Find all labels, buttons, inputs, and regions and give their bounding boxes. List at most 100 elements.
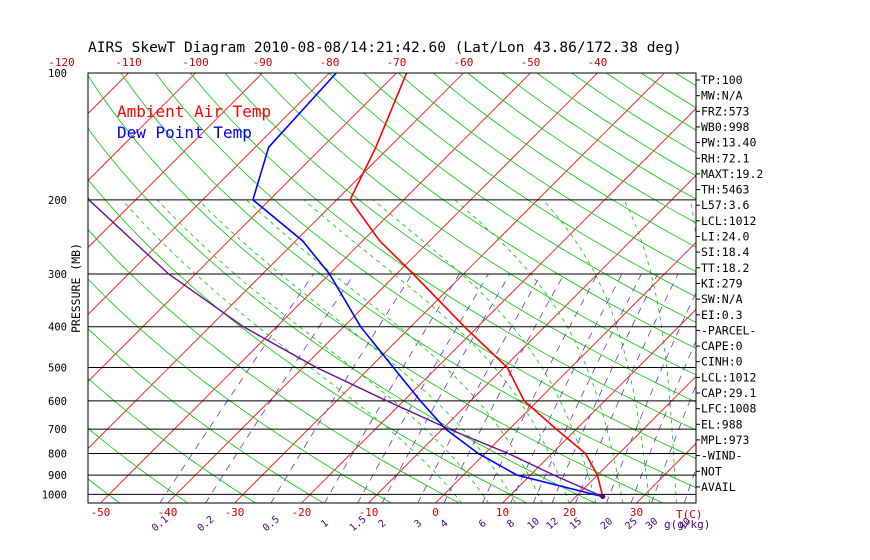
stats-line: NOT — [701, 464, 722, 478]
stats-line: RH:72.1 — [701, 151, 750, 165]
top-temp-tick-label: -60 — [454, 56, 474, 69]
mixing-ratio-line — [532, 273, 642, 503]
mixing-ratio-line — [443, 273, 565, 503]
dry-adiabat-line — [189, 73, 696, 431]
bottom-temp-tick-label: 30 — [630, 506, 643, 519]
stats-line: EL:988 — [701, 417, 743, 431]
mixing-ratio-label: 10 — [526, 516, 542, 532]
stats-line: MPL:973 — [701, 433, 750, 447]
dry-adiabat-line — [294, 73, 696, 349]
dry-adiabat-line — [432, 73, 696, 248]
isotherm-line — [0, 73, 62, 503]
isotherm-line — [88, 73, 129, 115]
mixing-ratio-line — [417, 273, 542, 503]
dry-adiabat-line — [88, 478, 121, 503]
stats-line: MW:N/A — [701, 89, 743, 103]
isotherm-line — [88, 73, 464, 450]
bottom-temp-tick-label: 10 — [496, 506, 509, 519]
stats-line: -WIND- — [701, 449, 743, 463]
isotherm-line — [167, 73, 598, 503]
moist-adiabat-line — [454, 199, 624, 503]
top-temp-tick-label: -70 — [387, 56, 407, 69]
dry-adiabat-line — [398, 73, 696, 273]
mixing-ratio-line — [510, 273, 623, 503]
moist-adiabat-line — [372, 199, 597, 503]
dew-point-temp-line — [251, 73, 603, 498]
bottom-temp-tick-label: -40 — [158, 506, 178, 519]
pressure-tick-label: 600 — [48, 396, 67, 408]
mixing-ratio-line — [324, 273, 460, 503]
ambient-air-temp-line — [349, 73, 604, 497]
dry-adiabat-line — [88, 127, 596, 503]
mixing-ratio-label: 30 — [644, 516, 660, 532]
stats-line: L57:3.6 — [701, 198, 750, 212]
legend-dew-point-temp: Dew Point Temp — [117, 123, 252, 142]
mixing-ratio-line — [357, 273, 489, 503]
isotherm-line — [838, 73, 870, 503]
moist-adiabat-line — [157, 199, 490, 503]
isotherm-line — [502, 308, 696, 503]
moist-adiabat-line — [542, 199, 650, 503]
mixing-ratio-line — [159, 273, 314, 503]
isotherm-line — [100, 73, 531, 503]
stats-line: PW:13.40 — [701, 136, 756, 150]
dry-adiabat-line — [88, 377, 257, 503]
stats-line: -PARCEL- — [701, 323, 756, 337]
dry-adiabat-line — [363, 73, 696, 298]
stats-line: WB0:998 — [701, 120, 750, 134]
dry-adiabat-line — [88, 278, 393, 503]
stats-line: SW:N/A — [701, 292, 743, 306]
dry-adiabat-line — [502, 73, 696, 200]
mixing-ratio-label: 8 — [505, 518, 517, 530]
isotherm-line — [88, 73, 330, 316]
isotherm-line — [368, 174, 696, 503]
top-temp-tick-label: -40 — [588, 56, 608, 69]
mixing-ratio-units-label: g(g/kg) — [664, 518, 710, 531]
stats-line: FRZ:573 — [701, 104, 750, 118]
parcel-line — [88, 196, 603, 498]
bottom-temp-tick-label: -50 — [91, 506, 111, 519]
isotherm-line — [88, 73, 263, 249]
isotherm-line — [301, 107, 696, 503]
bottom-temp-tick-label: -20 — [292, 506, 312, 519]
mixing-ratio-label: 12 — [544, 516, 560, 532]
stats-line: SI:18.4 — [701, 245, 750, 259]
temp-units-label: T(C) — [676, 508, 703, 521]
mixing-ratio-label: 2 — [377, 518, 389, 530]
moist-adiabat-line — [197, 199, 516, 503]
pressure-tick-label: 900 — [48, 470, 67, 482]
stats-line: LCL:1012 — [701, 370, 756, 384]
mixing-ratio-label: 3 — [412, 518, 424, 530]
isotherm-line — [234, 73, 665, 503]
dry-adiabat-line — [0, 73, 52, 503]
pressure-tick-label: 700 — [48, 424, 67, 436]
stats-line: TT:18.2 — [701, 261, 749, 275]
pressure-tick-label: 400 — [48, 322, 67, 334]
stats-line: TP:100 — [701, 73, 743, 87]
top-temp-tick-label: -100 — [182, 56, 209, 69]
pressure-tick-label: 800 — [48, 449, 67, 461]
dry-adiabat-line — [88, 228, 461, 503]
mixing-ratio-label: 0.2 — [196, 514, 217, 534]
stats-line: CAP:29.1 — [701, 386, 756, 400]
top-temp-tick-label: -80 — [320, 56, 340, 69]
moist-adiabat-line — [623, 199, 677, 503]
dry-adiabat-line — [259, 73, 696, 376]
bottom-temp-tick-label: 20 — [563, 506, 576, 519]
stats-line: TH:5463 — [701, 183, 750, 197]
y-axis-label: PRESSURE (MB) — [69, 243, 83, 333]
mixing-ratio-line — [270, 273, 413, 503]
pressure-tick-label: 200 — [48, 195, 67, 207]
pressure-tick-label: 300 — [48, 269, 67, 281]
stats-line: LFC:1008 — [701, 402, 756, 416]
top-temp-tick-label: -90 — [253, 56, 273, 69]
moist-adiabat-line — [303, 199, 570, 503]
dry-adiabat-line — [155, 73, 696, 459]
dry-adiabat-line — [224, 73, 696, 403]
dry-adiabat-line — [88, 178, 528, 503]
isotherm-line — [88, 73, 196, 182]
pressure-tick-label: 100 — [48, 68, 67, 80]
dry-adiabat-line — [780, 73, 870, 503]
